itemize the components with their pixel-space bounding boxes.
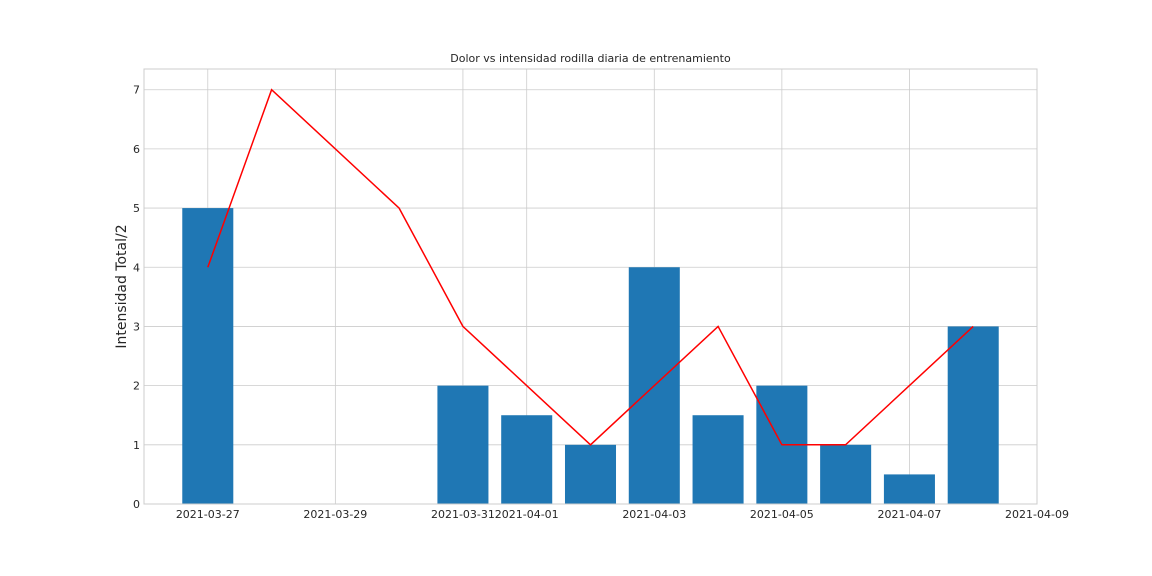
x-tick-label: 2021-04-05 xyxy=(750,508,814,521)
x-tick-label: 2021-04-07 xyxy=(877,508,941,521)
plot-frame xyxy=(143,68,1038,505)
x-axis: 2021-03-27 2021-03-29 2021-03-31 2021-04-01… xyxy=(176,508,1069,521)
y-tick-label: 0 xyxy=(133,498,140,511)
x-tick-label: 2021-03-29 xyxy=(303,508,367,521)
y-tick-label: 1 xyxy=(133,439,140,452)
line-series xyxy=(207,88,974,446)
x-tick-label: 2021-04-01 xyxy=(495,508,559,521)
chart-title: Dolor vs intensidad rodilla diaria de en… xyxy=(450,52,731,65)
y-tick-label: 7 xyxy=(133,84,140,97)
bar xyxy=(564,444,617,504)
x-tick-label: 2021-04-09 xyxy=(1005,508,1069,521)
bar xyxy=(692,415,744,504)
grid xyxy=(144,69,1038,505)
bars xyxy=(182,208,999,504)
x-tick-label: 2021-03-27 xyxy=(176,508,240,521)
y-tick-label: 2 xyxy=(133,380,140,393)
line-series-path xyxy=(207,88,974,446)
y-tick-label: 3 xyxy=(133,320,140,333)
y-axis: 0 1 2 3 4 5 6 7 xyxy=(133,84,140,511)
y-tick-label: 4 xyxy=(133,261,140,274)
y-axis-label: Intensidad Total/2 xyxy=(114,224,130,348)
bar xyxy=(820,444,872,504)
bar xyxy=(883,474,935,504)
x-tick-label: 2021-03-31 xyxy=(431,508,495,521)
y-tick-label: 5 xyxy=(133,202,140,215)
bar xyxy=(437,385,489,504)
bar xyxy=(501,415,553,504)
bar xyxy=(182,208,234,504)
bar xyxy=(947,326,999,504)
x-tick-label: 2021-04-03 xyxy=(622,508,686,521)
y-tick-label: 6 xyxy=(133,143,140,156)
